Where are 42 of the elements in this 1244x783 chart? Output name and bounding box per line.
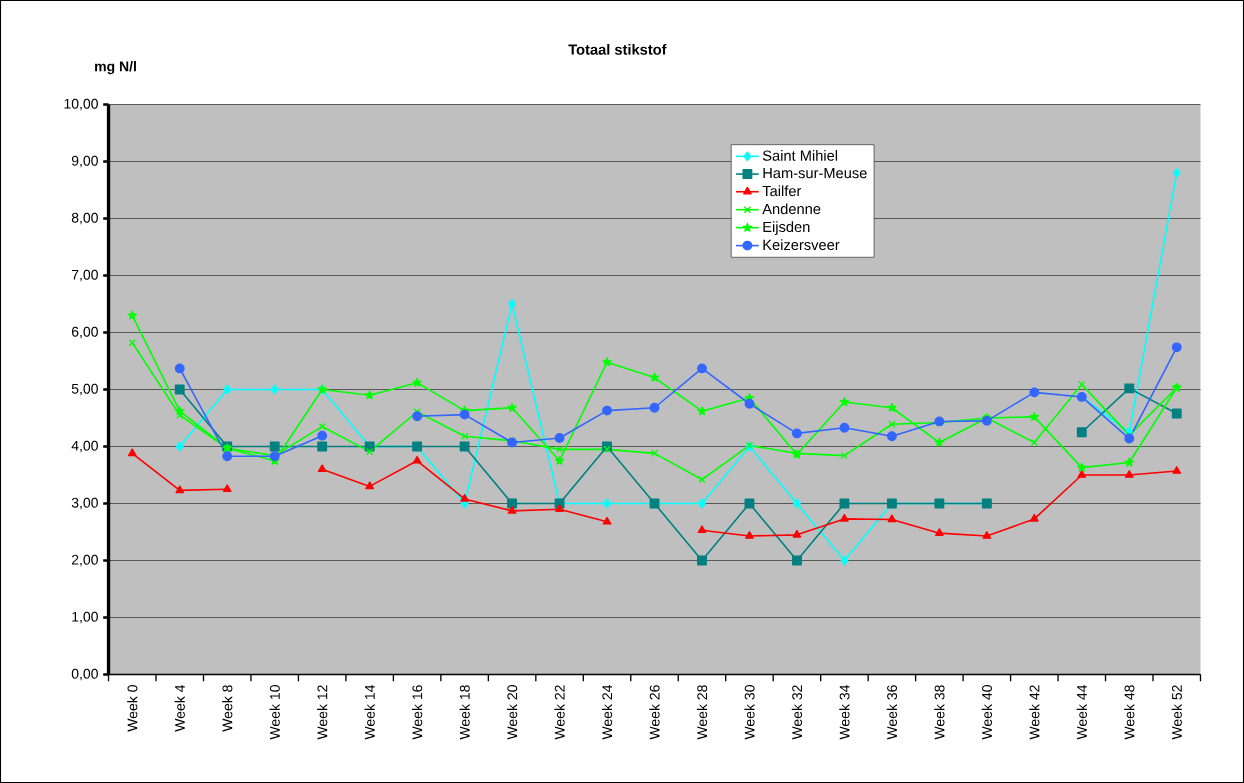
legend-label: Saint Mihiel <box>762 150 838 161</box>
x-tick-label: Week 36 <box>886 685 898 740</box>
y-tick-label: 6,00 <box>71 326 98 339</box>
x-tick-label: Week 42 <box>1029 685 1040 740</box>
x-tick-label: Week 48 <box>1124 685 1135 740</box>
x-tick-label: Week 32 <box>791 685 803 740</box>
x-tick-label: Week 18 <box>459 685 470 740</box>
x-tick-label: Week 24 <box>601 684 613 740</box>
x-tick-label: Week 22 <box>554 685 565 740</box>
x-tick-label: Week 52 <box>1171 685 1182 740</box>
y-tick-label: 9,00 <box>71 155 98 168</box>
y-tick-label: 5,00 <box>71 383 98 396</box>
y-tick-label: 4,00 <box>71 440 98 453</box>
legend-label: Keizersveer <box>763 239 840 251</box>
x-tick-label: Week 10 <box>269 685 280 740</box>
legend-label: Ham-sur-Meuse <box>763 167 867 179</box>
x-tick-label: Week 26 <box>649 685 660 740</box>
legend-label: Tailfer <box>762 185 802 197</box>
x-tick-label: Week 8 <box>222 685 233 732</box>
x-tick-label: Week 38 <box>934 685 945 740</box>
x-tick-label: Week 44 <box>1076 684 1087 740</box>
x-tick-label: Week 30 <box>744 685 755 740</box>
x-tick-label: Week 0 <box>127 685 138 732</box>
x-tick-label: Week 34 <box>839 684 850 740</box>
x-tick-label: Week 28 <box>696 685 708 740</box>
y-tick-label: 2,00 <box>71 554 98 567</box>
x-tick-label: Week 16 <box>411 685 423 740</box>
legend-label: Andenne <box>762 203 821 215</box>
y-tick-label: 1,00 <box>72 611 98 624</box>
x-tick-label: Week 14 <box>364 684 375 740</box>
y-tick-label: 10,00 <box>64 98 98 111</box>
x-tick-label: Week 40 <box>981 685 992 740</box>
chart-title: Totaal stikstof <box>568 43 667 55</box>
y-axis-title: mg N/l <box>95 61 136 75</box>
y-tick-label: 8,00 <box>71 212 98 225</box>
y-tick-label: 0,00 <box>71 668 98 681</box>
y-tick-label: 3,00 <box>71 497 98 510</box>
legend-label: Eijsden <box>763 221 810 235</box>
x-tick-label: Week 4 <box>174 684 185 732</box>
y-tick-label: 7,00 <box>71 269 98 282</box>
x-tick-label: Week 20 <box>506 685 518 740</box>
x-tick-label: Week 12 <box>317 685 328 740</box>
